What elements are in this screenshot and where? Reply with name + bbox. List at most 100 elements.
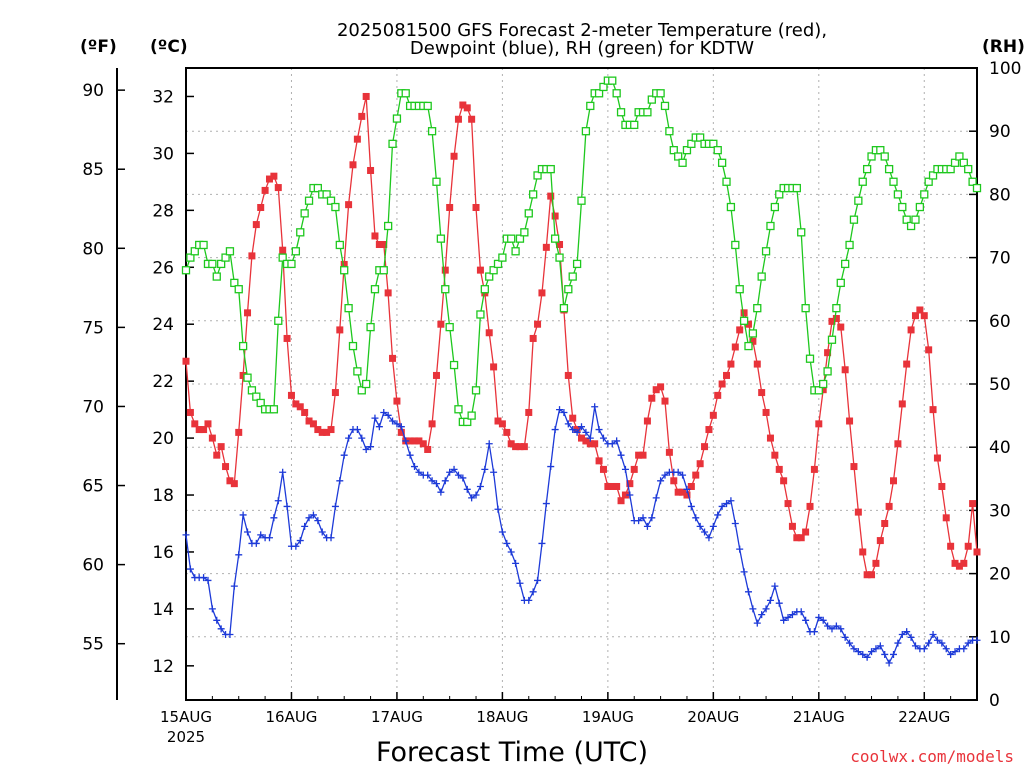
rh-point xyxy=(243,373,252,382)
rh-point xyxy=(770,202,780,212)
rh-point xyxy=(955,152,964,161)
temperature-point xyxy=(925,346,933,354)
temperature-point xyxy=(815,420,823,428)
rh-point xyxy=(608,76,617,85)
dewpoint-point xyxy=(885,659,893,667)
rh-point xyxy=(814,386,823,395)
temperature-point xyxy=(340,260,348,268)
temperature-point xyxy=(824,349,832,357)
dewpoint-point xyxy=(859,650,867,658)
time-tick-label: 16AUG xyxy=(265,708,317,726)
time-tick-label: 17AUG xyxy=(371,708,423,726)
dewpoint-point xyxy=(512,559,520,567)
temperature-point xyxy=(323,428,331,436)
temperature-point xyxy=(696,460,704,468)
rh-point xyxy=(906,221,916,231)
rh-point xyxy=(559,304,569,313)
temperature-point xyxy=(744,320,752,328)
rh-point xyxy=(902,215,911,224)
temperature-point xyxy=(296,403,304,411)
temperature-point xyxy=(283,334,291,342)
dewpoint-point xyxy=(828,625,836,633)
dewpoint-point xyxy=(327,534,335,542)
dewpoint-point xyxy=(274,497,282,505)
dewpoint-point xyxy=(490,468,498,476)
dewpoint-point xyxy=(635,517,643,525)
celsius-tick-label: 22 xyxy=(152,372,174,392)
temperature-point xyxy=(753,360,761,368)
dewpoint-point xyxy=(244,528,252,536)
temperature-point xyxy=(336,326,344,334)
dewpoint-point xyxy=(437,488,445,496)
rh-point xyxy=(357,386,366,395)
rh-point xyxy=(555,253,564,262)
temperature-point xyxy=(797,534,805,542)
temperature-point xyxy=(468,115,476,123)
dewpoint-point xyxy=(573,428,581,436)
dewpoint-point xyxy=(345,434,353,442)
temperature-point xyxy=(182,357,190,365)
rh-point xyxy=(678,158,687,167)
temperature-point xyxy=(520,443,528,451)
dewpoint-point xyxy=(450,465,458,473)
temperature-point xyxy=(586,440,594,448)
dewpoint-point xyxy=(648,514,656,522)
dewpoint-point xyxy=(186,565,194,573)
temperature-point xyxy=(406,437,414,445)
rh-tick-label: 10 xyxy=(989,628,1011,648)
dewpoint-point xyxy=(718,502,726,510)
temperature-point xyxy=(599,465,607,473)
dewpoint-point xyxy=(454,471,462,479)
dewpoint-point xyxy=(947,650,955,658)
rh-point xyxy=(489,266,498,275)
rh-point xyxy=(757,272,766,281)
rh-point xyxy=(924,177,933,186)
temperature-point xyxy=(766,434,774,442)
temperature-point xyxy=(345,201,353,209)
temperature-point xyxy=(626,480,634,488)
dewpoint-point xyxy=(252,539,260,547)
dewpoint-point xyxy=(692,514,700,522)
temperature-point xyxy=(463,104,471,112)
time-tick-label: 18AUG xyxy=(476,708,528,726)
fahrenheit-unit-label: (ºF) xyxy=(80,37,117,57)
rh-point xyxy=(797,228,806,237)
temperature-point xyxy=(846,417,854,425)
temperature-point xyxy=(933,454,941,462)
temperature-point xyxy=(252,221,260,229)
temperature-point xyxy=(582,437,590,445)
rh-point xyxy=(722,177,731,186)
temperature-point xyxy=(244,309,252,317)
temperature-point xyxy=(942,514,950,522)
dewpoint-point xyxy=(432,480,440,488)
dewpoint-point xyxy=(740,568,748,576)
rh-point xyxy=(867,152,876,161)
fahrenheit-tick-label: 60 xyxy=(82,556,104,576)
rh-point xyxy=(959,158,968,167)
rh-point xyxy=(485,272,494,281)
rh-point xyxy=(533,171,542,180)
celsius-tick-label: 20 xyxy=(152,429,174,449)
dewpoint-point xyxy=(340,451,348,459)
temperature-point xyxy=(459,101,467,109)
dewpoint-point xyxy=(723,500,731,508)
dewpoint-point xyxy=(384,411,392,419)
dewpoint-point xyxy=(393,420,401,428)
rh-point xyxy=(296,228,305,237)
rh-point xyxy=(858,177,867,186)
rh-point xyxy=(344,304,353,313)
dewpoint-point xyxy=(701,528,709,536)
temperature-point xyxy=(503,428,511,436)
rh-point xyxy=(731,240,740,250)
dewpoint-point xyxy=(362,445,370,453)
dewpoint-point xyxy=(402,437,410,445)
temperature-point xyxy=(907,326,915,334)
temperature-point xyxy=(222,463,230,471)
rh-point xyxy=(889,177,898,186)
temperature-point xyxy=(960,559,968,567)
temperature-point xyxy=(485,329,493,337)
temperature-point xyxy=(494,417,502,425)
rh-point xyxy=(449,360,459,370)
temperature-point xyxy=(731,343,739,351)
temperature-point xyxy=(854,508,862,516)
